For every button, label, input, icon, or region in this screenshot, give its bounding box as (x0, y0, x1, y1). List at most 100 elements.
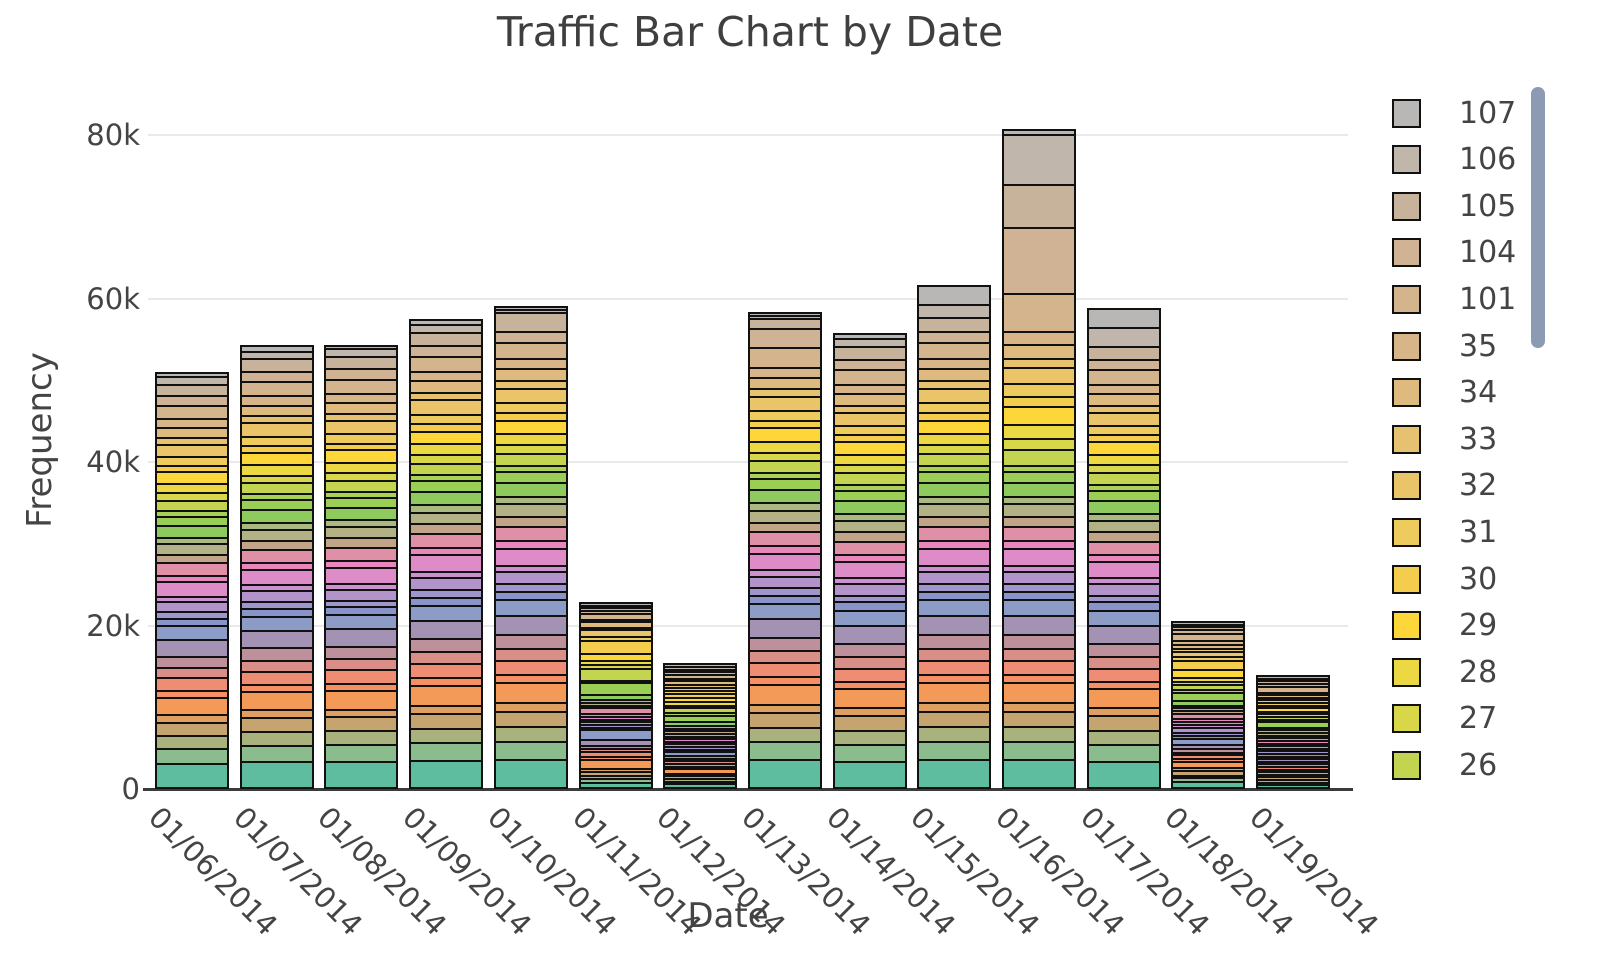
stacked-bar-01-15-2014[interactable] (917, 284, 992, 789)
bar-segment-category-6[interactable] (665, 768, 736, 773)
bar-segment-category-31[interactable] (1258, 701, 1329, 705)
bar-segment-category-25[interactable] (1004, 465, 1074, 472)
bar-segment-category-28[interactable] (665, 701, 736, 705)
bar-segment-category-5[interactable] (1088, 706, 1159, 716)
bar-segment-category-3[interactable] (749, 727, 820, 742)
bar-segment-category-12[interactable] (580, 729, 651, 740)
legend-item-104[interactable]: 104 (1392, 230, 1516, 276)
bar-segment-category-10[interactable] (495, 634, 566, 648)
bar-segment-category-5[interactable] (495, 702, 566, 711)
bar-segment-category-34[interactable] (919, 367, 990, 381)
bar-segment-category-22[interactable] (1004, 495, 1074, 504)
bar-segment-category-3[interactable] (834, 730, 905, 744)
bar-segment-category-17[interactable] (1173, 720, 1244, 725)
bar-segment-category-27[interactable] (1173, 681, 1244, 684)
bar-segment-category-32[interactable] (1258, 699, 1329, 702)
legend-item-35[interactable]: 35 (1392, 323, 1497, 369)
bar-segment-category-101[interactable] (495, 341, 566, 358)
bar-segment-category-17[interactable] (495, 547, 566, 565)
bar-segment-category-5[interactable] (1258, 773, 1329, 777)
bar-segment-category-11[interactable] (1088, 625, 1159, 644)
bar-segment-category-3[interactable] (1088, 730, 1159, 744)
bar-segment-category-3[interactable] (326, 730, 397, 744)
bar-segment-category-25[interactable] (1088, 484, 1159, 491)
bar-segment-category-2[interactable] (1004, 740, 1074, 759)
bar-segment-category-104[interactable] (241, 370, 312, 381)
bar-segment-category-16[interactable] (749, 569, 820, 576)
bar-segment-category-14[interactable] (1258, 750, 1329, 753)
bar-segment-category-21[interactable] (665, 727, 736, 731)
bar-segment-category-101[interactable] (241, 381, 312, 396)
bar-segment-category-15[interactable] (241, 590, 312, 602)
bar-segment-category-107[interactable] (1258, 677, 1329, 678)
bar-segment-category-7[interactable] (665, 765, 736, 769)
bar-segment-category-21[interactable] (157, 543, 227, 554)
bar-segment-category-11[interactable] (1258, 758, 1329, 761)
bar-segment-category-107[interactable] (665, 665, 736, 666)
bar-segment-category-35[interactable] (749, 367, 820, 377)
bar-segment-category-12[interactable] (157, 625, 227, 639)
bar-segment-category-32[interactable] (495, 387, 566, 403)
bar-segment-category-33[interactable] (1004, 358, 1074, 368)
bar-segment-category-8[interactable] (1173, 754, 1244, 758)
bar-segment-category-33[interactable] (411, 391, 482, 400)
bar-segment-category-33[interactable] (1088, 404, 1159, 412)
bar-segment-category-21[interactable] (1088, 519, 1159, 532)
bar-segment-category-30[interactable] (665, 693, 736, 697)
bar-segment-category-5[interactable] (665, 772, 736, 776)
bar-segment-category-23[interactable] (241, 509, 312, 522)
bar-segment-category-107[interactable] (241, 346, 312, 351)
bar-segment-category-21[interactable] (834, 519, 905, 532)
bar-segment-category-106[interactable] (1173, 623, 1244, 627)
bar-segment-category-3[interactable] (665, 778, 736, 781)
bar-segment-category-34[interactable] (1004, 343, 1074, 359)
bar-segment-category-14[interactable] (1004, 583, 1074, 591)
bar-segment-category-13[interactable] (919, 590, 990, 600)
bar-segment-category-13[interactable] (1173, 734, 1244, 738)
bar-segment-category-1[interactable] (1173, 780, 1244, 787)
bar-segment-category-101[interactable] (665, 674, 736, 678)
bar-segment-category-7[interactable] (1004, 674, 1074, 683)
bar-segment-category-17[interactable] (1088, 561, 1159, 577)
bar-segment-category-16[interactable] (411, 571, 482, 578)
stacked-bar-01-08-2014[interactable] (324, 344, 399, 789)
bar-segment-category-105[interactable] (495, 311, 566, 331)
bar-segment-category-25[interactable] (411, 474, 482, 481)
bar-segment-category-29[interactable] (495, 419, 566, 434)
bar-segment-category-1[interactable] (241, 761, 312, 787)
bar-segment-category-12[interactable] (919, 599, 990, 616)
bar-segment-category-106[interactable] (411, 323, 482, 333)
bar-segment-category-30[interactable] (326, 442, 397, 450)
bar-segment-category-16[interactable] (1258, 745, 1329, 748)
bar-segment-category-104[interactable] (1173, 628, 1244, 634)
bar-segment-category-35[interactable] (665, 677, 736, 681)
stacked-bar-01-06-2014[interactable] (155, 372, 229, 789)
bar-segment-category-20[interactable] (1088, 531, 1159, 541)
bar-segment-category-1[interactable] (919, 758, 990, 787)
bar-segment-category-29[interactable] (1173, 668, 1244, 677)
bar-segment-category-13[interactable] (326, 606, 397, 615)
bar-segment-category-6[interactable] (326, 689, 397, 709)
bar-segment-category-8[interactable] (157, 677, 227, 690)
bar-segment-category-20[interactable] (1173, 710, 1244, 713)
bar-segment-category-1[interactable] (411, 759, 482, 787)
bar-segment-category-14[interactable] (495, 583, 566, 591)
bar-segment-category-14[interactable] (326, 599, 397, 607)
bar-segment-category-101[interactable] (580, 612, 651, 619)
bar-segment-category-7[interactable] (580, 756, 651, 759)
bar-segment-category-32[interactable] (326, 419, 397, 434)
bar-segment-category-104[interactable] (665, 671, 736, 675)
bar-segment-category-7[interactable] (495, 674, 566, 683)
bar-segment-category-30[interactable] (1173, 659, 1244, 669)
bar-segment-category-22[interactable] (241, 521, 312, 529)
bar-segment-category-8[interactable] (411, 662, 482, 677)
bar-segment-category-9[interactable] (241, 659, 312, 671)
bar-segment-category-31[interactable] (1004, 383, 1074, 396)
bar-segment-category-19[interactable] (580, 707, 651, 714)
bar-segment-category-7[interactable] (1258, 768, 1329, 772)
bar-segment-category-4[interactable] (1004, 710, 1074, 727)
bar-segment-category-28[interactable] (1258, 710, 1329, 714)
bar-segment-category-32[interactable] (580, 629, 651, 637)
bar-segment-category-18[interactable] (241, 562, 312, 570)
bar-segment-category-107[interactable] (411, 321, 482, 324)
